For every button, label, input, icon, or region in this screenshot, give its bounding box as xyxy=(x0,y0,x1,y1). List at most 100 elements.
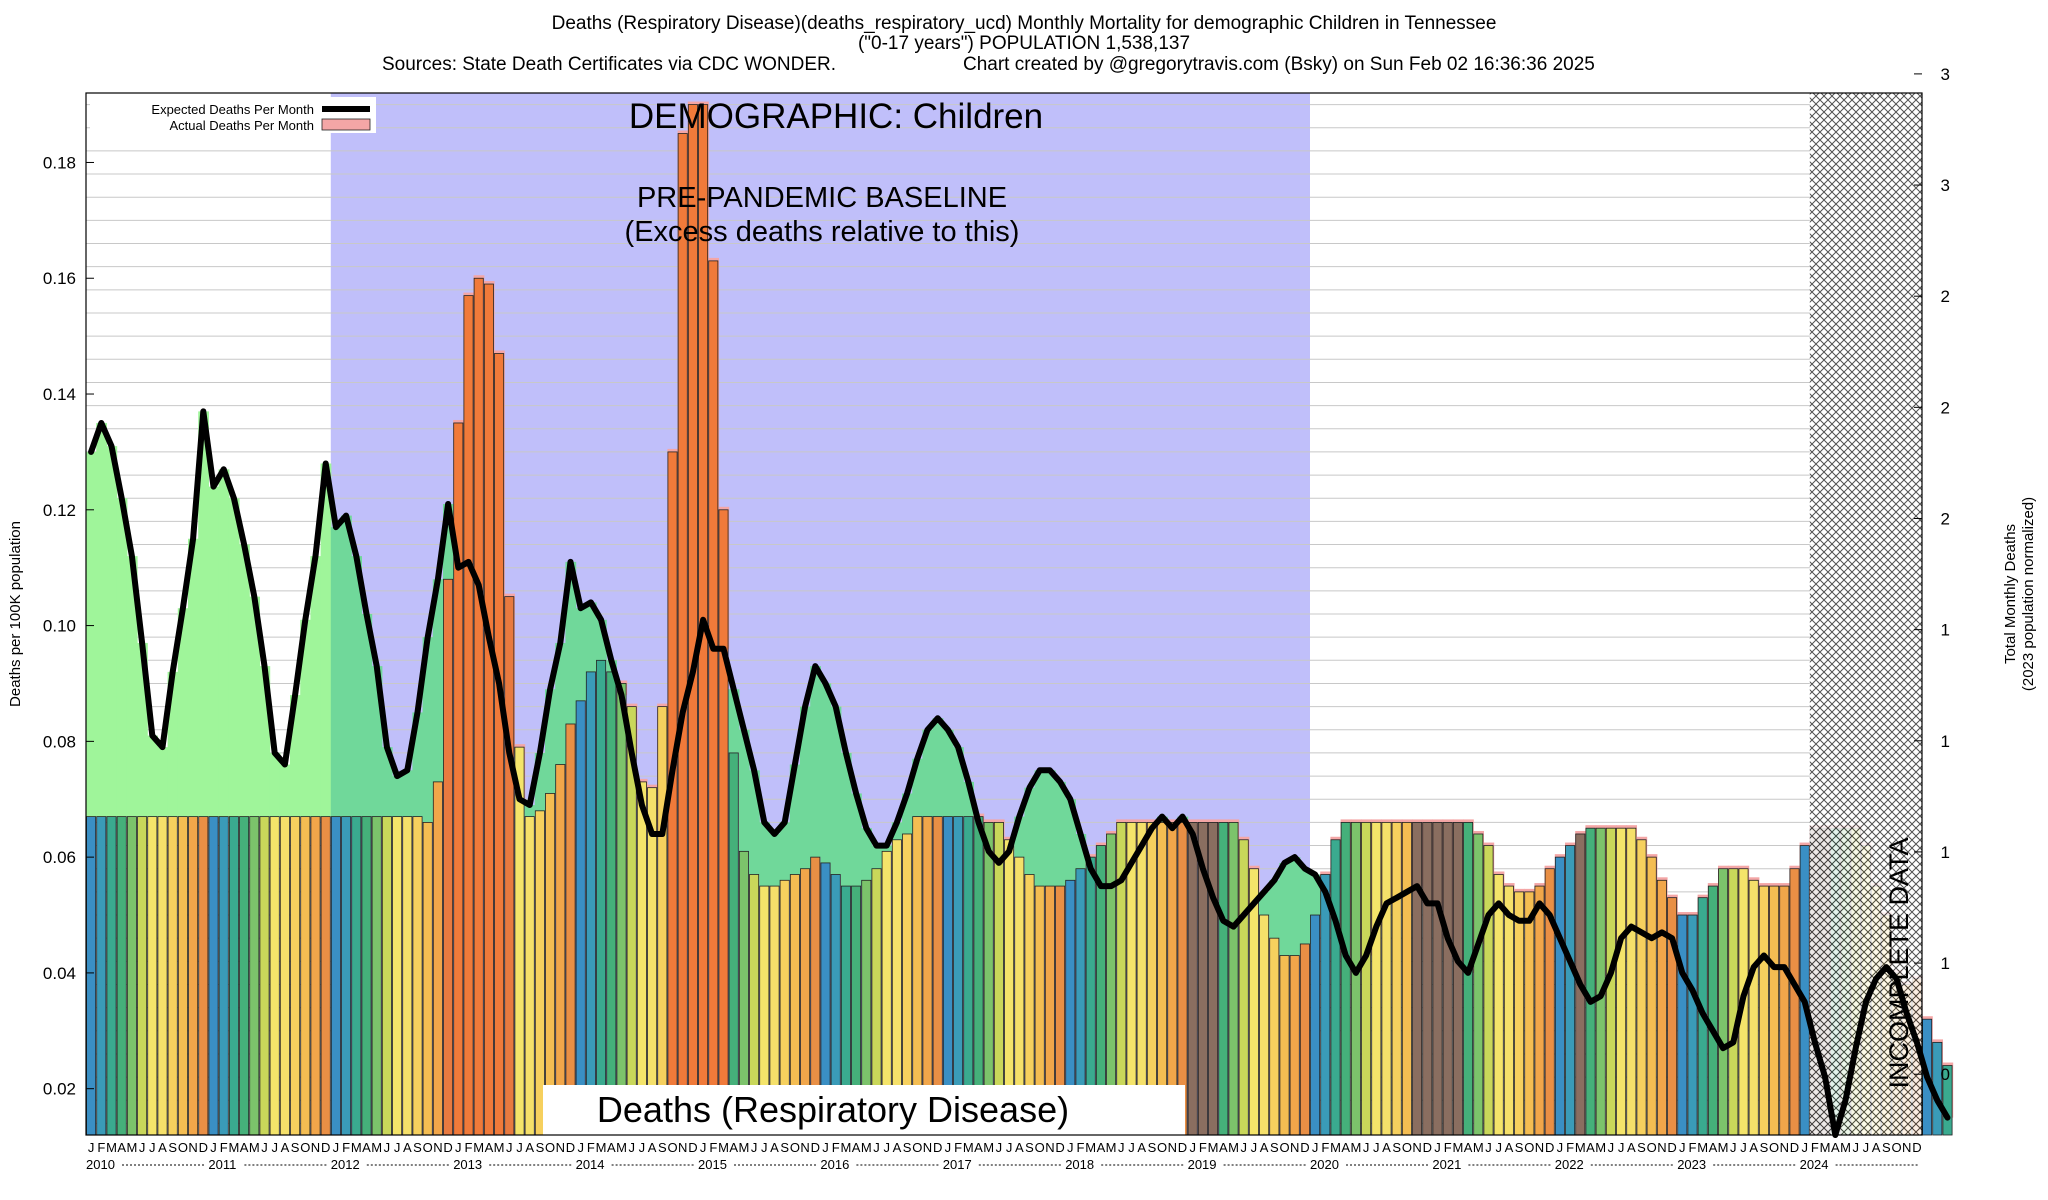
excess-gap-fill xyxy=(545,689,556,794)
actual-deaths-bar xyxy=(1340,822,1351,1136)
excess-gap-fill xyxy=(218,469,230,817)
month-tick-label: N xyxy=(1657,1140,1666,1155)
actual-deaths-bar xyxy=(269,816,280,1136)
actual-deaths-bar xyxy=(483,283,494,1136)
month-tick-label: O xyxy=(1647,1140,1657,1155)
month-tick-label: N xyxy=(1535,1140,1544,1155)
month-tick-label: N xyxy=(800,1140,809,1155)
month-tick-label: O xyxy=(912,1140,922,1155)
month-tick-label: J xyxy=(577,1140,584,1155)
month-tick-label: A xyxy=(974,1140,983,1155)
month-tick-label: O xyxy=(1769,1140,1779,1155)
month-tick-label: F xyxy=(1566,1140,1574,1155)
month-tick-label: J xyxy=(1740,1140,1747,1155)
actual-deaths-bar xyxy=(443,578,454,1136)
month-tick-label: N xyxy=(188,1140,197,1155)
actual-deaths-bar xyxy=(300,816,311,1136)
actual-deaths-bar xyxy=(1514,891,1525,1136)
month-tick-label: A xyxy=(1097,1140,1106,1155)
month-tick-label: A xyxy=(648,1140,657,1155)
month-tick-label: J xyxy=(1557,1140,1564,1155)
y-tick-label: 0.18 xyxy=(43,153,76,172)
excess-gap-fill xyxy=(891,822,903,840)
actual-deaths-bar xyxy=(1412,822,1423,1136)
actual-deaths-bar xyxy=(1463,822,1474,1136)
actual-deaths-bar xyxy=(310,816,321,1136)
actual-deaths-bar xyxy=(1187,822,1198,1136)
excess-gap-fill xyxy=(208,486,220,817)
month-tick-label: M xyxy=(983,1140,994,1155)
month-tick-label: J xyxy=(149,1140,156,1155)
actual-deaths-bar xyxy=(1493,874,1504,1136)
actual-deaths-bar xyxy=(1534,885,1545,1136)
excess-gap-fill xyxy=(953,747,964,817)
month-tick-label: J xyxy=(271,1140,278,1155)
actual-deaths-bar xyxy=(86,816,97,1136)
actual-deaths-bar xyxy=(1677,914,1688,1136)
excess-gap-fill xyxy=(575,608,587,701)
excess-gap-fill xyxy=(820,683,832,863)
month-tick-label: D xyxy=(1545,1140,1554,1155)
excess-gap-fill xyxy=(728,689,740,753)
y2-tick-label: 1 xyxy=(1941,954,1950,973)
year-tick-label: 2010 xyxy=(86,1157,115,1172)
month-tick-label: M xyxy=(861,1140,872,1155)
month-tick-label: M xyxy=(1840,1140,1851,1155)
month-tick-label: J xyxy=(883,1140,890,1155)
year-tick-label: 2013 xyxy=(453,1157,482,1172)
actual-deaths-bar xyxy=(718,509,729,1136)
excess-gap-fill xyxy=(228,498,240,817)
month-tick-label: D xyxy=(688,1140,697,1155)
month-tick-label: M xyxy=(1452,1140,1463,1155)
actual-deaths-bar xyxy=(116,816,127,1136)
excess-gap-fill xyxy=(290,695,301,817)
y-tick-label: 0.14 xyxy=(43,385,76,404)
actual-deaths-bar xyxy=(432,781,443,1136)
month-tick-label: N xyxy=(1412,1140,1421,1155)
excess-gap-fill xyxy=(1299,868,1311,944)
legend-swatch-actual xyxy=(321,118,371,131)
y-tick-label: 0.12 xyxy=(43,501,76,520)
actual-deaths-bar xyxy=(137,816,148,1136)
month-tick-label: A xyxy=(1137,1140,1146,1155)
month-tick-label: A xyxy=(729,1140,738,1155)
excess-gap-fill xyxy=(759,822,770,887)
year-tick-label: 2015 xyxy=(698,1157,727,1172)
month-tick-label: A xyxy=(525,1140,534,1155)
actual-deaths-bar xyxy=(1371,822,1382,1136)
actual-deaths-bar xyxy=(1483,845,1494,1136)
chart-sources: Sources: State Death Certificates via CD… xyxy=(382,54,837,75)
excess-gap-fill xyxy=(871,845,883,869)
excess-gap-fill xyxy=(565,561,577,724)
actual-deaths-bar xyxy=(1789,868,1800,1136)
month-tick-label: S xyxy=(1270,1140,1279,1155)
actual-deaths-bar xyxy=(1636,839,1647,1136)
excess-gap-fill xyxy=(381,747,393,817)
actual-deaths-bar xyxy=(177,816,188,1136)
actual-deaths-bar xyxy=(1269,937,1280,1136)
month-tick-label: A xyxy=(607,1140,616,1155)
month-tick-label: J xyxy=(88,1140,95,1155)
excess-gap-fill xyxy=(779,822,791,881)
excess-gap-fill xyxy=(279,764,291,817)
actual-deaths-bar xyxy=(647,787,658,1136)
actual-deaths-bar xyxy=(1452,822,1463,1136)
month-tick-label: N xyxy=(556,1140,565,1155)
excess-gap-fill xyxy=(443,504,454,580)
month-tick-label: O xyxy=(423,1140,433,1155)
year-tick-label: 2017 xyxy=(943,1157,972,1172)
excess-gap-fill xyxy=(320,463,332,817)
month-tick-label: N xyxy=(1780,1140,1789,1155)
y2-tick-label: 3 xyxy=(1941,176,1950,195)
month-tick-label: F xyxy=(1811,1140,1819,1155)
excess-gap-fill xyxy=(1259,891,1270,916)
month-tick-label: N xyxy=(1290,1140,1299,1155)
year-tick-label: 2018 xyxy=(1065,1157,1094,1172)
month-tick-label: M xyxy=(1820,1140,1831,1155)
actual-deaths-bar xyxy=(1554,856,1565,1136)
actual-deaths-bar xyxy=(1391,822,1402,1136)
y2-tick-label: 1 xyxy=(1941,732,1950,751)
month-tick-label: O xyxy=(790,1140,800,1155)
actual-deaths-bar xyxy=(1310,914,1321,1136)
legend-label: Expected Deaths Per Month xyxy=(151,102,314,117)
